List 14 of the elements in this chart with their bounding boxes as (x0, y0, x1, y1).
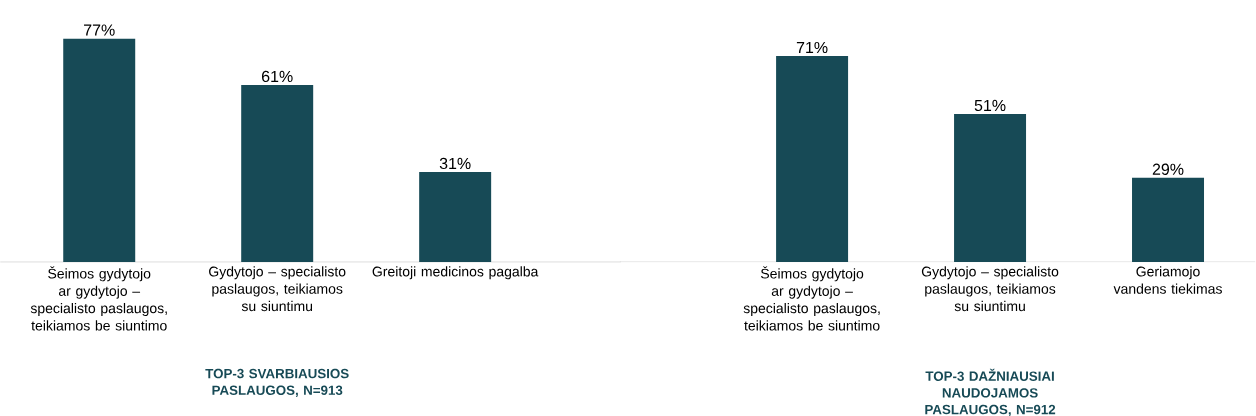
x-tick-label: Šeimos gydytojo ar gydytojo – specialisto paslaugos, teikiamos be siuntimo (743, 266, 880, 331)
x-tick-label: Gydytojo – specialisto paslaugos, teikiamos su siuntimu (921, 266, 1059, 312)
x-tick-label: Greitoji medicinos pagalba (372, 266, 539, 280)
data-label: 77% (84, 24, 115, 36)
data-label: 61% (262, 70, 293, 82)
x-axis-title: TOP-3 SVARBIAUSIOS PASLAUGOS, N=913 (205, 368, 349, 397)
data-label: 29% (1152, 163, 1184, 175)
x-axis-title: TOP-3 DAŽNIAUSIAI NAUDOJAMOS PASLAUGOS, N=912 (925, 368, 1056, 416)
x-tick-label: Gydytojo – specialisto paslaugos, teikiamos su siuntimu (209, 266, 346, 312)
data-label: 51% (974, 99, 1006, 111)
data-label: 31% (439, 157, 471, 169)
x-tick-label: Geriamojo vandens tiekimas (1113, 266, 1222, 294)
data-label: 71% (796, 41, 828, 53)
x-tick-label: Šeimos gydytojo ar gydytojo – specialisto paslaugos, teikiamos be siuntimo (30, 266, 167, 331)
